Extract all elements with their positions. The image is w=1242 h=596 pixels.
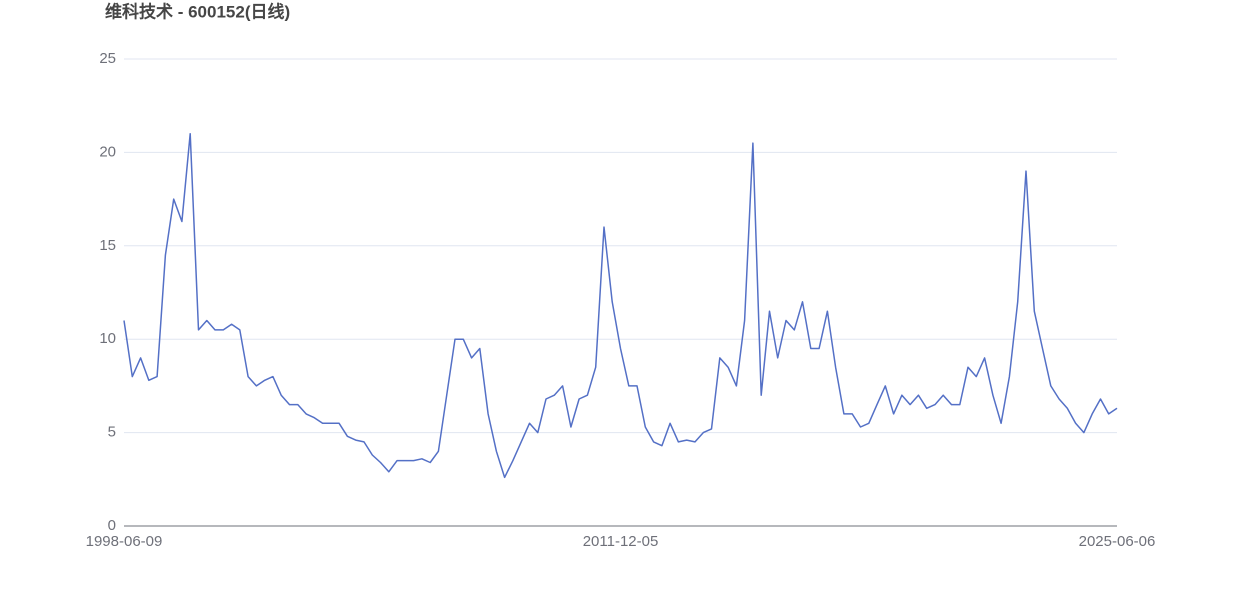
y-tick-label: 15: [99, 237, 116, 254]
chart-title: 维科技术 - 600152(日线): [105, 1, 290, 21]
y-tick-label: 0: [108, 517, 116, 534]
x-tick-label: 2011-12-05: [583, 533, 659, 550]
y-tick-label: 10: [99, 330, 116, 347]
y-tick-label: 5: [108, 424, 116, 441]
x-tick-label: 2025-06-06: [1079, 533, 1156, 550]
price-line: [123, 132, 1118, 479]
y-tick-label: 20: [99, 143, 116, 160]
y-tick-label: 25: [99, 50, 116, 67]
x-tick-label: 1998-06-09: [86, 533, 163, 550]
